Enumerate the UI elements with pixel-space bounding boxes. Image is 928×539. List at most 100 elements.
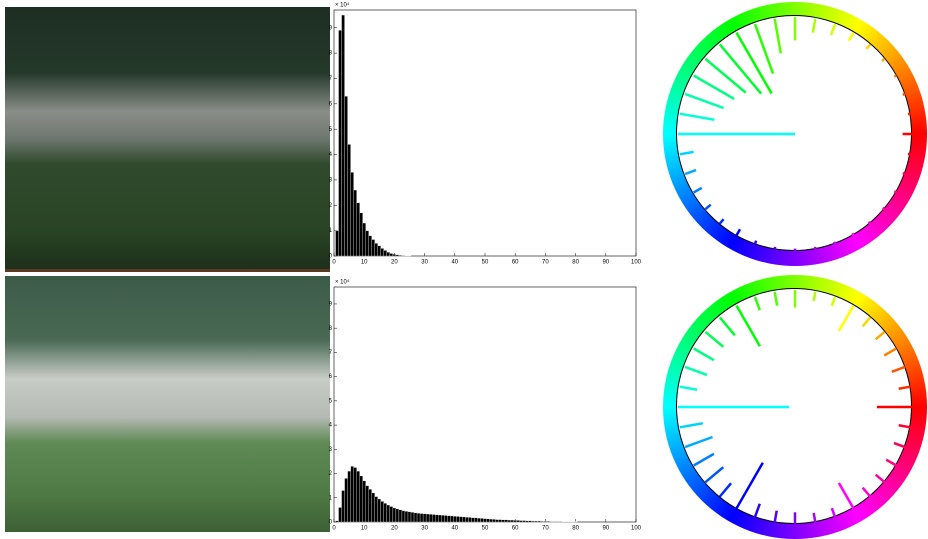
bar [532, 521, 535, 522]
bar [384, 250, 387, 256]
bar [438, 515, 441, 522]
hue-bar [705, 332, 723, 347]
hue-bar [903, 94, 905, 95]
hue-bar [685, 367, 707, 375]
bar [351, 466, 354, 522]
hue-bar [680, 387, 697, 390]
bar [474, 518, 477, 522]
bar [420, 514, 423, 522]
y-tick-label: 2 [329, 203, 333, 209]
hue-bar [680, 152, 694, 154]
bar [345, 478, 348, 522]
bar [517, 520, 520, 522]
hue-bar [894, 443, 905, 447]
hue-bar [899, 425, 911, 427]
bar [520, 521, 523, 522]
bar [408, 512, 411, 522]
bar [402, 511, 405, 522]
bar [378, 499, 381, 522]
hue-bar [705, 467, 723, 482]
hue-bar [883, 208, 885, 210]
x-tick-label: 100 [631, 526, 642, 532]
hue-bar [903, 173, 905, 174]
x-tick-label: 30 [421, 526, 428, 532]
hue-bar [775, 292, 777, 306]
bar [336, 231, 339, 256]
x-tick-label: 50 [482, 526, 489, 532]
y-tick-label: 6 [329, 374, 333, 380]
bar [360, 213, 363, 256]
bar [348, 471, 351, 522]
bar [387, 505, 390, 522]
bar [441, 515, 444, 522]
bar [423, 514, 426, 522]
hue-bar [813, 19, 815, 33]
bar [339, 507, 342, 522]
x-tick-label: 80 [572, 526, 579, 532]
bar [354, 190, 357, 256]
hue-bar [834, 242, 835, 244]
bar [405, 511, 408, 522]
bar [399, 510, 402, 522]
hue-bar [886, 460, 896, 466]
hue-bar [720, 44, 761, 93]
bar [342, 491, 345, 522]
bar [447, 516, 450, 522]
hue-bar [866, 44, 870, 48]
y-tick-label: 4 [329, 152, 333, 158]
hue-bar [882, 59, 885, 61]
bar [444, 515, 447, 522]
bar [535, 521, 538, 522]
bar [366, 486, 369, 522]
y-tick-label: 4 [329, 423, 333, 429]
hue-bar [869, 222, 871, 224]
x-tick-label: 40 [451, 526, 458, 532]
hue-bar [863, 317, 871, 326]
hue-bar [849, 33, 854, 41]
bar [426, 514, 429, 522]
bar [357, 203, 360, 256]
bar [390, 253, 393, 256]
bar [432, 514, 435, 522]
bar [487, 519, 490, 522]
y-tick-label: 6 [329, 101, 333, 107]
hue-bar [775, 19, 781, 54]
hue-bar [839, 483, 854, 508]
hue-bar [839, 306, 854, 331]
bar [354, 467, 357, 522]
y-multiplier: × 10⁴ [335, 2, 350, 9]
x-tick-label: 80 [572, 260, 579, 266]
bar [390, 506, 393, 522]
page: 01234567890102030405060708090100× 10⁴012… [0, 0, 928, 532]
y-tick-label: 3 [329, 177, 333, 183]
hue-bar [755, 241, 756, 244]
bar [336, 521, 339, 522]
bar [411, 512, 414, 522]
y-tick-label: 7 [329, 76, 333, 82]
bar [342, 15, 345, 256]
x-tick-label: 10 [361, 526, 368, 532]
bar [372, 493, 375, 522]
hue-bar [680, 423, 703, 427]
bar [351, 172, 354, 256]
bar [363, 481, 366, 522]
bar [435, 515, 438, 522]
hue-bar [685, 94, 723, 108]
x-tick-label: 20 [391, 526, 398, 532]
bar [496, 520, 499, 522]
bar [450, 516, 453, 522]
bar [381, 501, 384, 522]
bar [429, 514, 432, 522]
bar [417, 513, 420, 522]
bar [505, 520, 508, 522]
hue-bar [755, 504, 760, 517]
bar [402, 255, 405, 256]
hue-bar [894, 76, 896, 77]
bar [453, 516, 456, 522]
x-tick-label: 70 [542, 526, 549, 532]
bar [462, 517, 465, 522]
y-multiplier: × 10⁴ [335, 279, 350, 286]
hue-bar [720, 483, 731, 496]
x-tick-label: 30 [421, 260, 428, 266]
plot-frame [334, 10, 636, 256]
